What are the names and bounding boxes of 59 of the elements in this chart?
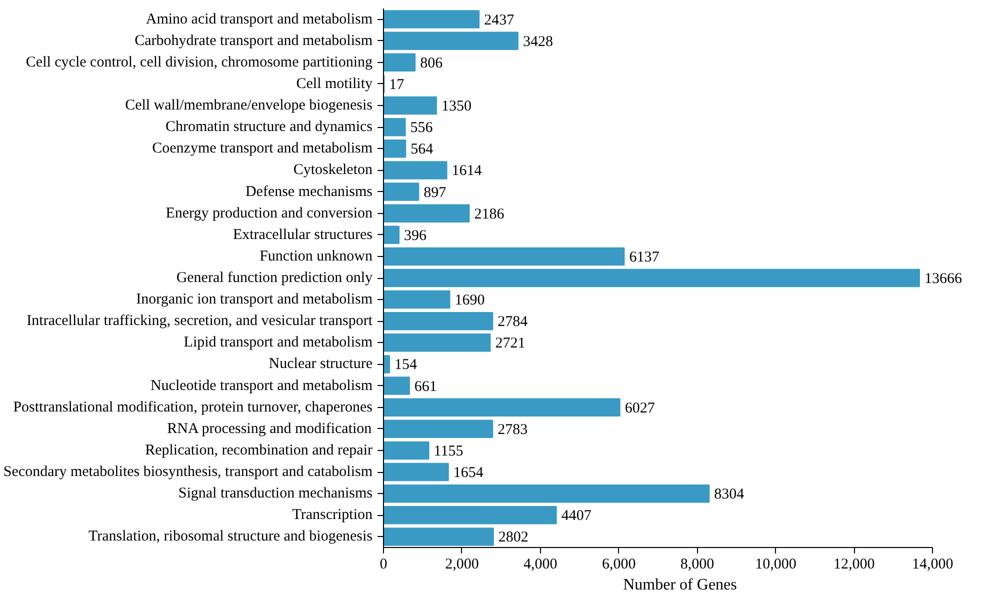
x-tick-label: 4,000 [524,556,558,572]
data-label: 564 [410,142,434,158]
y-tick-label: Function unknown [260,248,373,264]
x-tick-label: 12,000 [834,556,875,572]
y-tick-label: Extracellular structures [232,226,373,243]
y-tick-label: Signal transduction mechanisms [178,486,373,502]
y-tick-label: Translation, ribosomal structure and biogenesis [88,528,373,545]
data-label: 661 [414,378,437,395]
y-tick-label: RNA processing and modification [167,420,372,437]
data-label: 556 [410,120,434,136]
y-tick-label: Cell motility [296,76,373,92]
y-tick-label: Chromatin structure and dynamics [165,119,373,136]
y-tick-label: Amino acid transport and metabolism [146,11,373,28]
x-tick-label: 14,000 [912,556,954,572]
data-label: 396 [404,228,428,244]
y-tick-label: Coenzyme transport and metabolism [152,140,373,157]
data-label: 1155 [434,443,464,460]
data-label: 2783 [498,422,528,438]
data-label: 6027 [624,400,656,416]
data-label: 8304 [714,486,745,503]
y-tick-label: Cytoskeleton [293,162,373,178]
y-tick-label: Lipid transport and metabolism [184,334,373,351]
data-label: 2721 [495,336,526,352]
x-axis-title: Number of Genes [623,576,737,594]
data-label: 6137 [629,249,660,266]
data-label: 897 [424,184,447,201]
y-tick-label: Nuclear structure [268,356,373,372]
data-label: 13666 [924,271,962,287]
data-label: 154 [394,357,418,374]
data-label: 2437 [484,12,515,28]
data-label: 4407 [561,508,592,524]
y-tick-label: General function prediction only [176,270,373,286]
data-label: 1690 [454,292,485,309]
x-tick-label: 0 [380,556,388,572]
y-tick-label: Nucleotide transport and metabolism [150,378,373,394]
y-tick-label: Carbohydrate transport and metabolism [134,32,373,49]
y-tick-label: Posttranslational modification, protein turnover, chaperones [13,399,373,416]
data-label: 2186 [474,206,505,222]
y-tick-label: Cell cycle control, cell division, chromosome partitioning [26,54,373,70]
y-tick-label: Transcription [292,507,373,524]
y-tick-label: Replication, recombination and repair [145,442,373,458]
data-label: 1614 [452,163,482,180]
x-tick-label: 2,000 [445,556,479,572]
data-label: 17 [389,76,405,93]
y-tick-label: Energy production and conversion [166,205,373,222]
data-label: 2802 [498,530,528,546]
data-label: 2784 [498,314,528,330]
y-tick-label: Cell wall/membrane/envelope biogenesis [125,98,373,114]
y-tick-label: Defense mechanisms [245,184,373,200]
y-tick-label: Inorganic ion transport and metabolism [136,292,373,308]
x-tick-label: 6,000 [602,556,636,572]
data-label: 1654 [453,465,484,482]
x-tick-label: 10,000 [755,556,796,572]
data-label: 1350 [441,98,472,115]
x-tick-label: 8,000 [680,556,714,572]
y-tick-label: Intracellular trafficking, secretion, and vesicular transport [26,313,374,330]
data-label: 3428 [522,34,553,50]
data-label: 806 [420,55,444,72]
y-tick-label: Secondary metabolites biosynthesis, transport and catabolism [3,464,373,480]
